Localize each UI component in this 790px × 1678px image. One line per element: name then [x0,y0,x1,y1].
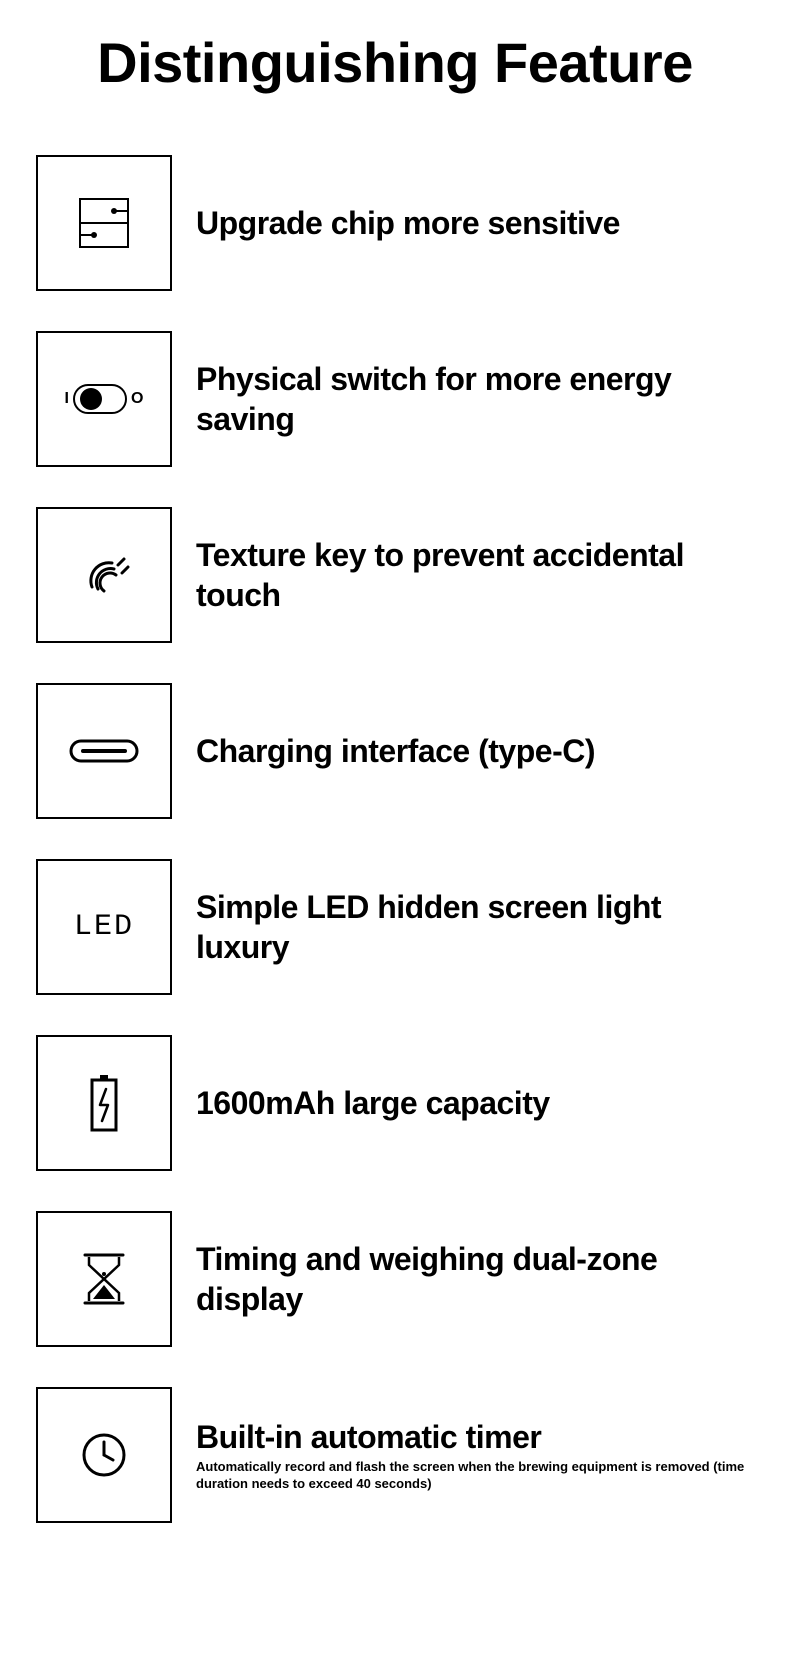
feature-row: Timing and weighing dual-zone display [36,1211,754,1347]
feature-row: Upgrade chip more sensitive [36,155,754,291]
switch-icon: I O [36,331,172,467]
hourglass-icon [36,1211,172,1347]
feature-text-block: Built-in automatic timer Automatically r… [196,1417,754,1493]
feature-row: 1600mAh large capacity [36,1035,754,1171]
feature-row: I O Physical switch for more energy savi… [36,331,754,467]
chip-icon [36,155,172,291]
led-text: LED [74,910,134,944]
feature-sublabel: Automatically record and flash the scree… [196,1459,754,1493]
feature-label: Upgrade chip more sensitive [196,203,620,243]
feature-row: LED Simple LED hidden screen light luxur… [36,859,754,995]
battery-icon [36,1035,172,1171]
switch-on-label: I [65,390,69,408]
feature-row: Built-in automatic timer Automatically r… [36,1387,754,1523]
feature-label: Physical switch for more energy saving [196,359,754,439]
feature-label: Charging interface (type-C) [196,731,595,771]
fingerprint-icon [36,507,172,643]
clock-icon [36,1387,172,1523]
feature-row: Texture key to prevent accidental touch [36,507,754,643]
page-title: Distinguishing Feature [36,30,754,95]
switch-off-label: O [131,390,143,408]
feature-label: 1600mAh large capacity [196,1083,550,1123]
led-icon: LED [36,859,172,995]
feature-label: Built-in automatic timer [196,1417,754,1457]
feature-list: Upgrade chip more sensitive I O Physical… [36,155,754,1523]
feature-row: Charging interface (type-C) [36,683,754,819]
feature-label: Simple LED hidden screen light luxury [196,887,754,967]
feature-label: Timing and weighing dual-zone display [196,1239,754,1319]
usb-c-icon [36,683,172,819]
feature-label: Texture key to prevent accidental touch [196,535,754,615]
